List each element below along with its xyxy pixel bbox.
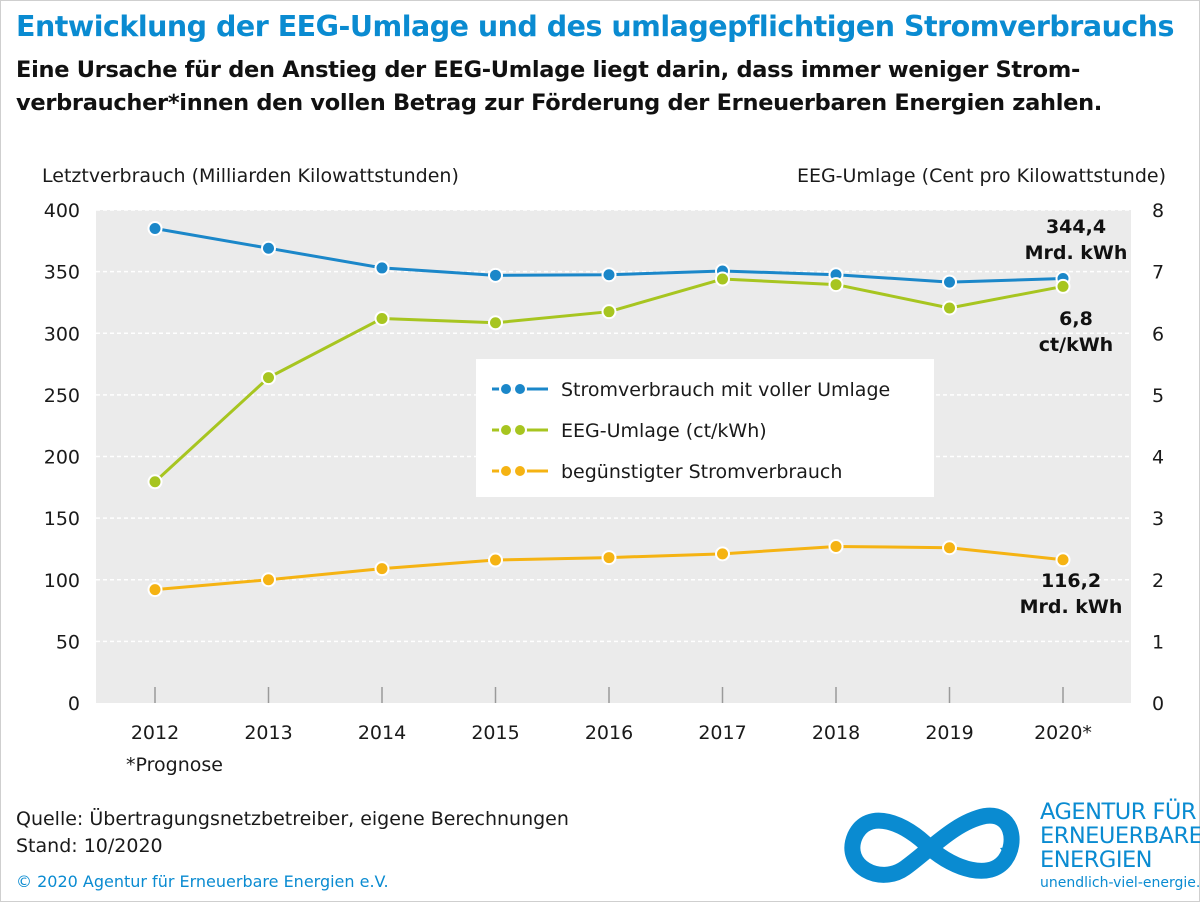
data-point (601, 550, 617, 566)
data-point (488, 267, 503, 283)
legend-marker (513, 423, 527, 437)
logo-url[interactable]: unendlich-viel-energie.de (1040, 875, 1200, 891)
data-point (147, 582, 163, 598)
logo-line-1: AGENTUR FÜR (1040, 799, 1197, 825)
y-tick-left: 250 (44, 385, 80, 407)
legend-marker (513, 382, 527, 396)
y-tick-left: 300 (44, 323, 80, 345)
x-tick-label: 2014 (358, 722, 406, 744)
chart-subtitle: Eine Ursache für den Anstieg der EEG-Uml… (16, 57, 1103, 116)
data-point (942, 300, 957, 316)
legend-marker (499, 382, 513, 396)
data-point (147, 220, 163, 236)
logo-line-3: ENERGIEN (1040, 847, 1153, 873)
y-tick-right: 1 (1152, 631, 1164, 653)
data-point (942, 540, 957, 556)
y-tick-left: 400 (44, 200, 80, 222)
legend-label: Stromverbrauch mit voller Umlage (561, 379, 890, 401)
data-point (715, 271, 730, 287)
x-tick-label: 2015 (471, 722, 519, 744)
data-point (601, 304, 617, 320)
date-text: Stand: 10/2020 (16, 835, 163, 857)
value-annotation: Mrd. kWh (1020, 596, 1123, 618)
logo[interactable]: AGENTUR FÜR ERNEUERBARE ENERGIEN unendli… (1040, 800, 1200, 891)
data-point (147, 474, 163, 490)
data-point (942, 274, 957, 290)
infinity-icon (844, 807, 1020, 883)
data-point (1055, 278, 1071, 294)
y-tick-left: 100 (44, 570, 80, 592)
y-tick-right: 5 (1152, 385, 1164, 407)
value-annotation: ct/kWh (1039, 334, 1113, 356)
y-tick-left: 0 (68, 693, 80, 715)
data-point (374, 310, 390, 326)
y-axis-left-label: Letztverbrauch (Milliarden Kilowattstund… (42, 165, 459, 187)
data-point (374, 561, 390, 577)
data-point (828, 277, 844, 293)
x-tick-label: 2018 (812, 722, 860, 744)
y-tick-right: 3 (1152, 508, 1164, 530)
copyright-text: © 2020 Agentur für Erneuerbare Energien … (16, 872, 389, 891)
value-annotation: Mrd. kWh (1025, 242, 1128, 264)
x-tick-label: 2012 (131, 722, 179, 744)
legend-label: EEG-Umlage (ct/kWh) (561, 420, 767, 442)
arrow-icon (1000, 846, 1016, 860)
data-point (488, 315, 503, 331)
data-point (1055, 552, 1071, 568)
x-tick-label: 2013 (244, 722, 292, 744)
value-annotation: 344,4 (1046, 216, 1106, 238)
y-tick-left: 350 (44, 262, 80, 284)
x-tick-label: 2017 (698, 722, 746, 744)
y-tick-right: 8 (1152, 200, 1164, 222)
value-annotation: 116,2 (1041, 570, 1101, 592)
legend-marker (499, 464, 513, 478)
value-annotation: 6,8 (1059, 308, 1093, 330)
y-tick-right: 6 (1152, 323, 1164, 345)
data-point (261, 572, 276, 588)
y-tick-right: 4 (1152, 447, 1164, 469)
data-point (601, 267, 617, 283)
x-tick-label: 2019 (925, 722, 973, 744)
x-tick-label: 2016 (585, 722, 633, 744)
legend-marker (499, 423, 513, 437)
data-point (715, 546, 730, 562)
data-point (488, 552, 503, 568)
logo-line-2: ERNEUERBARE (1040, 823, 1200, 849)
data-point (261, 240, 276, 256)
y-tick-left: 200 (44, 447, 80, 469)
footnote: *Prognose (126, 754, 223, 776)
y-axis-right-label: EEG-Umlage (Cent pro Kilowattstunde) (797, 165, 1166, 187)
chart-title: Entwicklung der EEG-Umlage und des umlag… (16, 10, 1175, 43)
legend-box (476, 359, 934, 497)
source-text: Quelle: Übertragungsnetzbetreiber, eigen… (16, 808, 569, 830)
legend-label: begünstigter Stromverbrauch (561, 461, 842, 483)
y-tick-left: 50 (56, 631, 80, 653)
y-tick-right: 7 (1152, 262, 1164, 284)
data-point (374, 260, 390, 276)
x-tick-label: 2020* (1034, 722, 1092, 744)
data-point (261, 370, 276, 386)
data-point (828, 538, 844, 554)
legend-marker (513, 464, 527, 478)
y-tick-left: 150 (44, 508, 80, 530)
y-tick-right: 0 (1152, 693, 1164, 715)
y-tick-right: 2 (1152, 570, 1164, 592)
